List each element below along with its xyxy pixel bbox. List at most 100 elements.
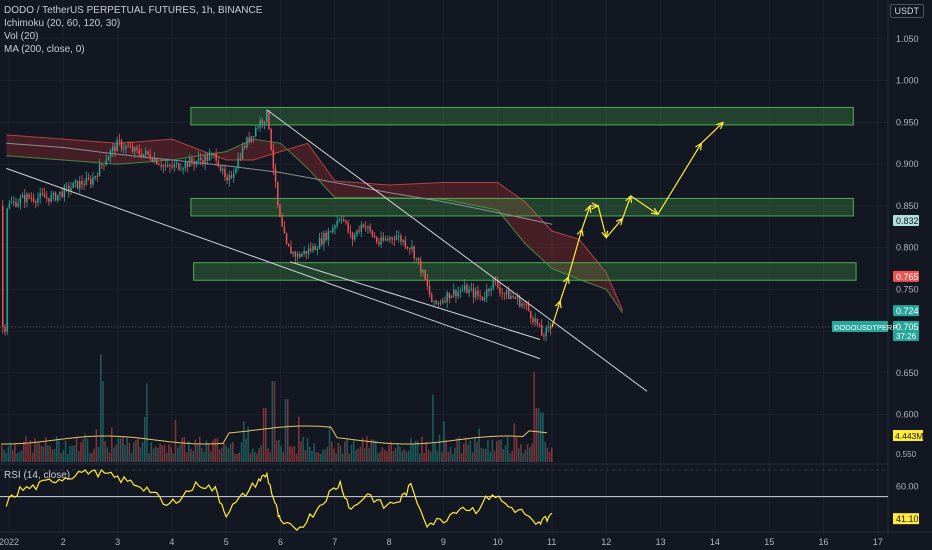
- candle-body: [373, 235, 376, 238]
- volume-bar: [339, 445, 342, 462]
- rsi-tick-label: 60.00: [896, 482, 919, 492]
- volume-bar: [5, 452, 7, 462]
- candle-body: [230, 175, 233, 178]
- candle-body: [197, 157, 200, 162]
- candle-body: [391, 237, 393, 239]
- volume-bar: [377, 453, 379, 462]
- volume-bar: [278, 439, 280, 462]
- price-tick-label: 0.750: [896, 284, 919, 294]
- volume-bar: [100, 354, 102, 462]
- candle-body: [466, 285, 468, 294]
- volume-bar: [18, 451, 21, 462]
- candle-body: [547, 326, 550, 328]
- candle-body: [307, 248, 310, 254]
- volume-bar: [113, 447, 115, 462]
- price-tag-label: 0.705: [896, 322, 919, 332]
- candle-body: [301, 253, 303, 257]
- forecast-segment: [622, 195, 632, 219]
- candle-body: [310, 248, 312, 251]
- volume-bar: [183, 437, 186, 462]
- candle-body: [477, 290, 479, 296]
- candle-body: [340, 219, 343, 221]
- candle-body: [510, 295, 512, 299]
- volume-bar: [304, 449, 307, 462]
- volume-bar: [115, 444, 117, 462]
- candle-body: [37, 197, 39, 203]
- rsi-legend[interactable]: RSI (14, close): [4, 470, 71, 481]
- volume-bar: [251, 448, 254, 462]
- volume-bar: [504, 445, 507, 462]
- ma-legend[interactable]: MA (200, close, 0): [4, 44, 85, 55]
- volume-bar: [386, 451, 388, 462]
- volume-bar: [434, 441, 436, 462]
- volume-bar: [498, 440, 500, 462]
- candle-body: [459, 290, 462, 292]
- volume-bar: [174, 419, 177, 462]
- candle-body: [112, 146, 114, 151]
- candle-body: [257, 127, 259, 129]
- candle-body: [79, 181, 81, 189]
- forecast-arrowhead: [716, 121, 725, 130]
- candle-body: [384, 239, 387, 241]
- forecast-segment: [567, 229, 583, 278]
- forecast-segment: [657, 142, 702, 215]
- candle-body: [2, 205, 4, 327]
- volume-bar: [47, 445, 49, 462]
- candle-body: [281, 216, 283, 227]
- date-tick-label: 14: [710, 537, 720, 547]
- candle-body: [415, 257, 418, 259]
- volume-bar: [27, 444, 29, 462]
- candle-body: [41, 193, 44, 195]
- volume-bar: [161, 445, 164, 462]
- volume-bar: [548, 452, 551, 462]
- candle-body: [13, 201, 15, 203]
- candle-body: [389, 237, 391, 240]
- price-tag-label: 0.724: [896, 306, 919, 316]
- volume-bar: [401, 451, 403, 462]
- volume-bar: [287, 399, 289, 462]
- volume-legend[interactable]: Vol (20): [4, 31, 39, 42]
- candle-body: [351, 232, 354, 240]
- volume-bar: [493, 450, 496, 462]
- candle-body: [237, 158, 239, 169]
- candle-body: [171, 166, 173, 168]
- candle-body: [147, 151, 149, 155]
- volume-bar: [487, 440, 489, 462]
- candle-body: [312, 246, 314, 251]
- volume-bar: [313, 443, 315, 462]
- symbol-title[interactable]: DODO / TetherUS PERPETUAL FUTURES, 1h, B…: [4, 5, 263, 16]
- candle-body: [268, 110, 270, 129]
- senkou-span-a: [6, 134, 624, 311]
- volume-bar: [465, 437, 467, 462]
- candle-body: [354, 234, 356, 240]
- ichimoku-legend[interactable]: Ichimoku (20, 60, 120, 30): [4, 18, 121, 29]
- candle-body: [263, 121, 266, 124]
- volume-bar: [276, 440, 278, 462]
- volume-bar: [111, 427, 113, 462]
- candle-body: [57, 194, 59, 201]
- volume-bar: [460, 452, 463, 462]
- trend-line-2: [6, 167, 541, 360]
- volume-bar: [144, 417, 146, 462]
- volume-bar: [467, 444, 469, 462]
- volume-bar: [289, 445, 291, 462]
- volume-bar: [333, 448, 335, 462]
- volume-tag: [893, 430, 923, 441]
- candle-body: [455, 289, 457, 297]
- candle-body: [186, 162, 189, 167]
- volume-bar: [207, 443, 210, 462]
- volume-bar: [194, 439, 197, 462]
- currency-badge[interactable]: USDT: [889, 4, 924, 18]
- volume-bar: [58, 440, 60, 462]
- candle-body: [28, 194, 30, 198]
- candle-body: [356, 230, 358, 235]
- candle-body: [538, 324, 541, 326]
- forecast-segment: [551, 300, 561, 328]
- candle-body: [475, 290, 477, 298]
- volume-bar: [223, 442, 225, 462]
- volume-bar: [265, 408, 267, 462]
- candle-body: [468, 289, 470, 294]
- volume-bar: [78, 451, 80, 462]
- candle-body: [160, 165, 162, 167]
- volume-bar: [427, 450, 430, 462]
